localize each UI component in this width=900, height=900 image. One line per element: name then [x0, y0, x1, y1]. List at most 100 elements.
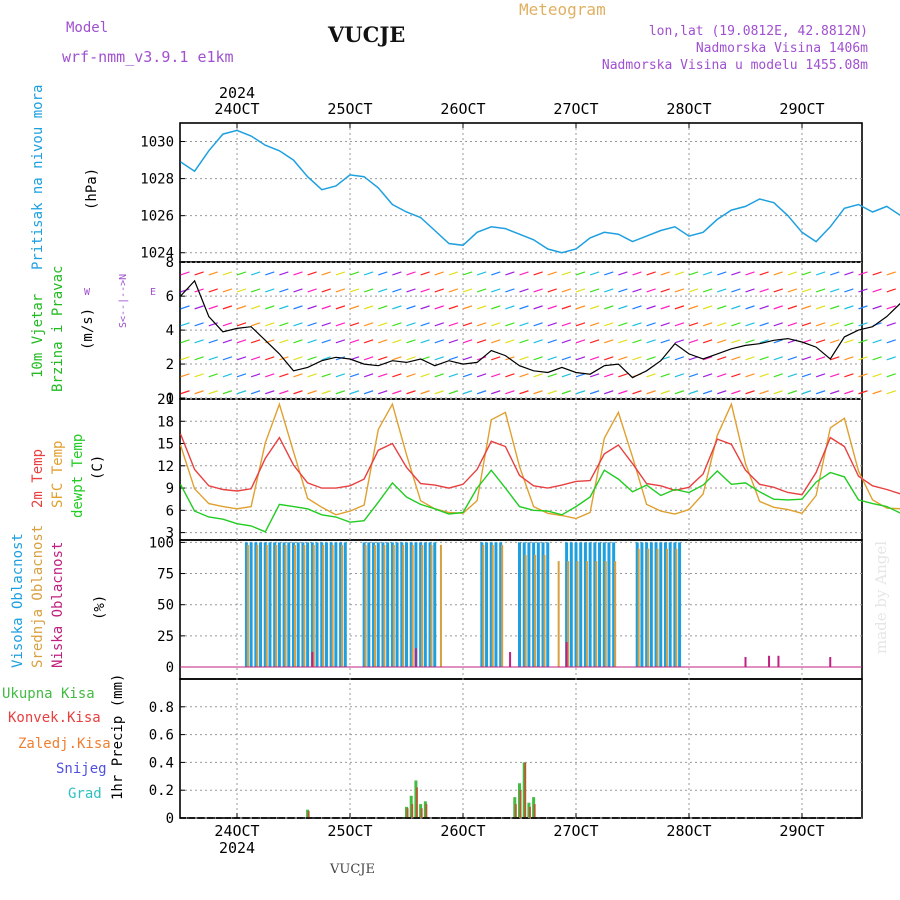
- wind-barb: [194, 373, 204, 378]
- wind-barb: [222, 288, 233, 293]
- day-label-top: 28OCT: [666, 100, 711, 118]
- wind-barb: [519, 390, 529, 395]
- conv-precip-bar: [307, 811, 310, 818]
- temp-tick-label: 15: [157, 437, 174, 453]
- conv-precip-bar: [519, 790, 522, 818]
- mid-cloud-bar: [604, 561, 607, 667]
- high-cloud-bar: [292, 542, 295, 667]
- wind-barb: [745, 373, 755, 378]
- wind-barb: [872, 390, 882, 395]
- mid-cloud-bar: [595, 561, 598, 667]
- high-cloud-bar: [395, 542, 399, 667]
- wind-barb: [293, 305, 303, 310]
- high-cloud-bar: [607, 542, 611, 667]
- wind-barb: [773, 373, 783, 378]
- wind-barb: [618, 356, 628, 361]
- wind-barb: [194, 271, 204, 276]
- low-cloud-bar: [311, 652, 314, 667]
- wind-barb: [392, 339, 402, 344]
- wind-barb: [731, 339, 741, 344]
- wind-barb: [222, 390, 233, 395]
- wind-barb: [519, 356, 529, 361]
- conv-precip-bar: [415, 787, 418, 818]
- wind-barb: [618, 339, 628, 344]
- wind-barb: [434, 373, 444, 378]
- mid-cloud-bar: [341, 544, 344, 667]
- wind-barb: [632, 288, 642, 293]
- wind-barb: [250, 271, 261, 276]
- high-cloud-bar: [277, 542, 281, 667]
- wind-barb: [547, 288, 557, 293]
- mid-cloud-bar: [675, 548, 678, 667]
- wind-barb: [335, 288, 346, 293]
- wind-barb: [815, 305, 826, 310]
- wind-barb: [420, 339, 430, 344]
- high-cloud-bar: [268, 542, 272, 667]
- wind-barb: [702, 305, 713, 310]
- wind-barb: [886, 322, 896, 327]
- wind-barb: [731, 356, 741, 361]
- wind-barb: [180, 356, 190, 361]
- wind-barb: [236, 271, 247, 276]
- wind-barb: [491, 288, 501, 293]
- wind-barb: [702, 373, 713, 378]
- high-cloud-bar: [414, 542, 418, 667]
- wind-barb: [731, 322, 741, 327]
- wind-barb: [279, 288, 289, 293]
- wind-barb: [194, 322, 204, 327]
- wind-barb: [745, 322, 755, 327]
- wind-barb: [674, 356, 685, 361]
- wind-barb: [801, 322, 812, 327]
- wind-barb: [378, 339, 388, 344]
- wind-barb: [787, 305, 798, 310]
- wind-barb: [462, 322, 473, 327]
- high-cloud-bar: [329, 542, 333, 667]
- wind-barb: [561, 288, 572, 293]
- wind-barb: [491, 339, 501, 344]
- wind-barb: [575, 288, 586, 293]
- wind-barb: [533, 288, 543, 293]
- wind-barb: [688, 288, 699, 293]
- wind-barb: [236, 356, 247, 361]
- wind-barb: [886, 288, 896, 293]
- high-cloud-bar: [565, 542, 569, 667]
- wind-barb: [575, 271, 586, 276]
- high-cloud-bar: [602, 542, 606, 667]
- wind-barb: [321, 271, 331, 276]
- wind-barb: [236, 322, 247, 327]
- wind-barb: [378, 356, 388, 361]
- wind-barb: [363, 373, 374, 378]
- wind-barb: [618, 288, 628, 293]
- wind-barb: [844, 271, 854, 276]
- wind-barb: [773, 390, 783, 395]
- wind-barb: [434, 271, 444, 276]
- wind-barb: [448, 271, 459, 276]
- wind-barb: [505, 322, 515, 327]
- wind-barb: [575, 322, 586, 327]
- wind-barb: [491, 322, 501, 327]
- wind-barb: [547, 339, 557, 344]
- day-label-top: 29OCT: [779, 100, 824, 118]
- high-cloud-bar: [273, 542, 277, 667]
- wind-barb: [688, 390, 699, 395]
- mid-cloud-bar: [303, 544, 306, 667]
- high-cloud-bar: [494, 542, 498, 667]
- wind-barb: [222, 339, 233, 344]
- wind-barb: [194, 339, 204, 344]
- wind-barb: [335, 322, 346, 327]
- wind-barb: [759, 390, 769, 395]
- wind-barb: [547, 322, 557, 327]
- wind-barb: [321, 288, 331, 293]
- wind-barb: [533, 305, 543, 310]
- wind-barb: [434, 305, 444, 310]
- wind-barb: [886, 305, 896, 310]
- wind-barb: [815, 373, 826, 378]
- wind-barb: [293, 339, 303, 344]
- mid-cloud-bar: [491, 544, 494, 667]
- wind-barb: [731, 271, 741, 276]
- wind-barb: [335, 373, 346, 378]
- mid-cloud-bar: [383, 544, 386, 667]
- wind-barb: [589, 322, 600, 327]
- wind-barb: [561, 322, 572, 327]
